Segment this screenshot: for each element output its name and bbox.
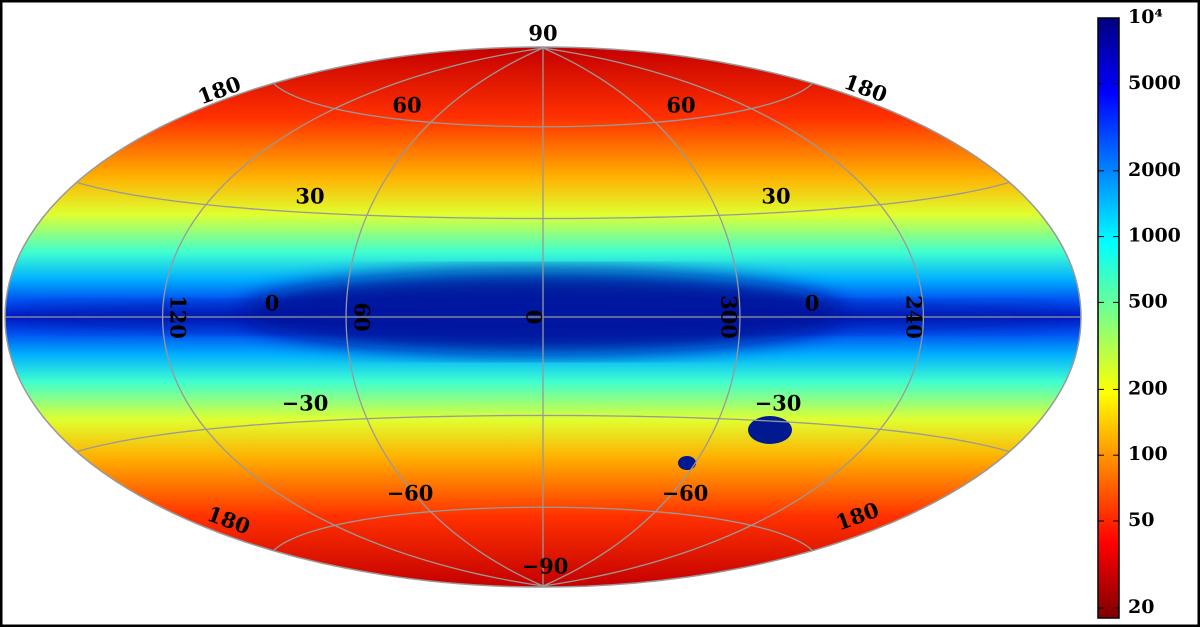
colorbar-tick-label: 5000 xyxy=(1128,72,1181,94)
colorbar-tick-label: 10⁴ xyxy=(1128,6,1163,28)
colorbar-tick-label: 200 xyxy=(1128,377,1168,399)
grid-label: 90 xyxy=(528,21,557,46)
grid-label: −30 xyxy=(282,391,329,416)
grid-label: −90 xyxy=(522,554,569,579)
grid-label: 60 xyxy=(350,302,375,331)
colorbar-tick-label: 2000 xyxy=(1128,159,1181,181)
meridian xyxy=(542,47,741,587)
grid-label: 0 xyxy=(522,310,547,325)
grid-label: −60 xyxy=(387,481,434,506)
colorbar-tick-label: 500 xyxy=(1128,290,1168,312)
grid-label: 0 xyxy=(265,291,280,316)
map-outline xyxy=(4,46,1082,588)
grid-label: 240 xyxy=(902,295,927,339)
meridian xyxy=(542,47,925,587)
meridian xyxy=(345,47,544,587)
grid-label: 30 xyxy=(761,184,790,209)
colorbar xyxy=(1097,17,1120,619)
colorbar-tick-label: 50 xyxy=(1128,509,1154,531)
grid-label: 300 xyxy=(717,295,742,339)
grid-label: 60 xyxy=(392,93,421,118)
lmc xyxy=(748,416,792,444)
grid-label: −30 xyxy=(755,391,802,416)
grid-label: −60 xyxy=(662,481,709,506)
meridian xyxy=(161,47,544,587)
colorbar-tick-label: 20 xyxy=(1128,596,1154,618)
colorbar-tick-label: 1000 xyxy=(1128,225,1181,247)
grid-label: 0 xyxy=(805,291,820,316)
colorbar-tick-label: 100 xyxy=(1128,443,1168,465)
grid-label: 120 xyxy=(166,295,191,339)
graticule xyxy=(5,47,1081,587)
grid-label: 30 xyxy=(295,184,324,209)
grid-label: 60 xyxy=(666,93,695,118)
smc xyxy=(678,456,696,470)
colorbar-ticks: 10⁴ 5000 2000 1000 500 200 100 50 20 xyxy=(1098,6,1181,618)
